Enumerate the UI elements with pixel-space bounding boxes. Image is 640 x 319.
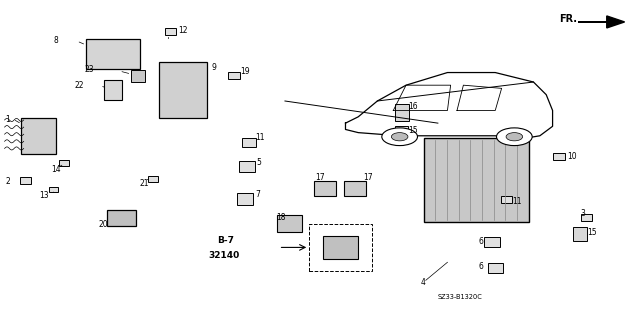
Text: 11: 11: [255, 133, 264, 143]
Text: 15: 15: [408, 126, 417, 135]
Text: 10: 10: [567, 152, 577, 161]
Text: 5: 5: [256, 158, 261, 167]
Text: 11: 11: [513, 197, 522, 206]
FancyArrow shape: [578, 16, 625, 28]
Bar: [148, 176, 158, 182]
Bar: [394, 104, 408, 122]
Text: 23: 23: [84, 65, 94, 74]
Text: 9: 9: [212, 63, 216, 72]
Bar: [20, 177, 31, 183]
Bar: [239, 161, 255, 172]
Text: 16: 16: [408, 102, 417, 111]
Bar: [424, 138, 529, 222]
Bar: [488, 263, 503, 273]
Text: 12: 12: [179, 26, 188, 35]
Text: 32140: 32140: [209, 251, 240, 260]
Text: 3: 3: [580, 209, 585, 218]
Circle shape: [497, 128, 532, 145]
Text: 6: 6: [478, 237, 483, 246]
Text: 18: 18: [276, 212, 286, 222]
Circle shape: [392, 133, 408, 141]
Text: 15: 15: [588, 228, 597, 237]
Bar: [484, 237, 500, 248]
Text: 6: 6: [478, 262, 483, 271]
Text: 8: 8: [54, 36, 58, 45]
Text: 20: 20: [99, 220, 108, 229]
Bar: [21, 118, 56, 154]
Circle shape: [382, 128, 417, 145]
Bar: [553, 153, 564, 160]
Text: 17: 17: [315, 173, 324, 182]
Bar: [314, 181, 336, 196]
Bar: [395, 126, 408, 134]
Bar: [277, 215, 301, 232]
Bar: [86, 39, 140, 69]
Bar: [580, 214, 592, 220]
Text: 21: 21: [139, 179, 148, 188]
Text: 7: 7: [255, 190, 260, 199]
Text: B-7: B-7: [217, 236, 234, 245]
Bar: [107, 211, 136, 226]
Bar: [323, 235, 358, 259]
Text: 4: 4: [420, 278, 426, 287]
Text: SZ33-B1320C: SZ33-B1320C: [438, 294, 483, 300]
Bar: [309, 224, 372, 271]
Circle shape: [506, 133, 523, 141]
Bar: [228, 72, 240, 79]
Bar: [344, 181, 366, 196]
Text: 19: 19: [241, 67, 250, 76]
Bar: [131, 70, 145, 82]
Bar: [242, 138, 255, 146]
Bar: [573, 227, 587, 241]
Text: 13: 13: [40, 191, 49, 200]
Text: 22: 22: [75, 81, 84, 90]
Text: 14: 14: [51, 165, 61, 174]
Bar: [159, 62, 207, 118]
Bar: [104, 80, 122, 100]
Text: 17: 17: [364, 173, 373, 182]
Text: 1: 1: [5, 115, 10, 123]
Text: 2: 2: [5, 177, 10, 186]
Bar: [164, 28, 176, 35]
Text: FR.: FR.: [559, 14, 577, 24]
Bar: [501, 196, 513, 203]
Bar: [49, 187, 58, 192]
Bar: [237, 194, 253, 204]
Bar: [59, 160, 68, 166]
